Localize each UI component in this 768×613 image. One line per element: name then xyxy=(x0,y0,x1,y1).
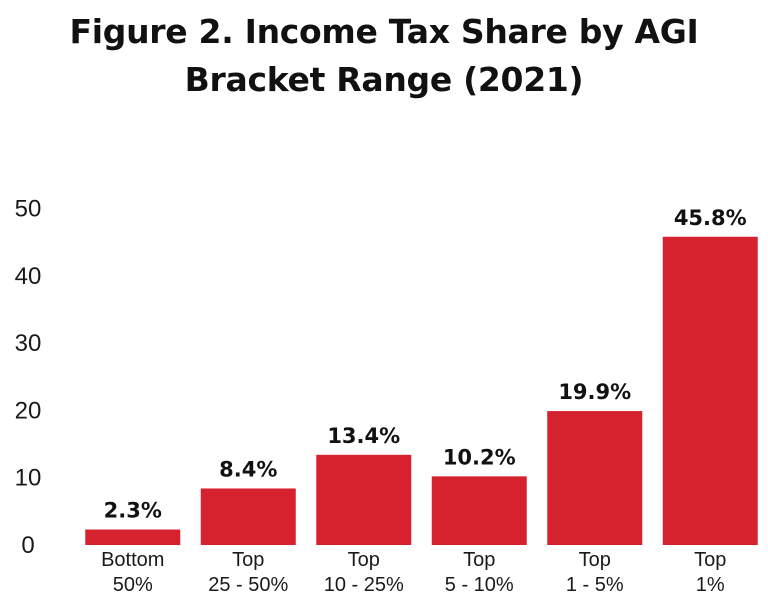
x-tick-label: Top xyxy=(348,549,380,571)
bar xyxy=(85,529,181,545)
x-tick-label: Bottom xyxy=(101,549,164,571)
y-axis: 0 10 20 30 40 50 xyxy=(15,196,42,560)
x-tick-label: Top xyxy=(232,549,264,571)
x-tick-label: 5 - 10% xyxy=(445,574,514,596)
bar xyxy=(662,236,758,546)
chart-title: Figure 2. Income Tax Share by AGI Bracke… xyxy=(0,8,768,104)
bar xyxy=(431,476,527,545)
bar-data-label: 13.4% xyxy=(327,424,400,448)
x-tick-label: Top xyxy=(579,549,611,571)
x-tick-label: 1% xyxy=(696,574,725,596)
bars-group xyxy=(85,236,758,546)
bar xyxy=(200,488,296,545)
bar-data-label: 8.4% xyxy=(219,457,277,481)
bar xyxy=(547,411,643,545)
y-tick-label: 40 xyxy=(15,263,42,290)
x-tick-label: 10 - 25% xyxy=(324,574,404,596)
x-axis: Bottom 50% Top 25 - 50% Top 10 - 25% Top 5 - 10… xyxy=(101,549,726,596)
y-tick-label: 50 xyxy=(15,196,42,223)
bar-data-label: 10.2% xyxy=(443,445,516,469)
x-tick-label: 25 - 50% xyxy=(208,574,288,596)
bar xyxy=(316,454,412,545)
x-tick-label: 50% xyxy=(113,574,153,596)
bar-data-label: 2.3% xyxy=(104,499,162,523)
bar-data-label: 19.9% xyxy=(558,380,631,404)
y-tick-label: 0 xyxy=(21,532,34,559)
data-labels-group: 2.3% 8.4% 13.4% 10.2% 19.9% 45.8% xyxy=(104,206,747,523)
y-tick-label: 30 xyxy=(15,330,42,357)
chart-title-line-1: Figure 2. Income Tax Share by AGI xyxy=(69,12,699,51)
x-tick-label: Top xyxy=(694,549,726,571)
chart-title-line-2: Bracket Range (2021) xyxy=(184,60,584,99)
bar-data-label: 45.8% xyxy=(674,206,747,230)
x-tick-label: Top xyxy=(463,549,495,571)
x-tick-label: 1 - 5% xyxy=(566,574,624,596)
y-tick-label: 20 xyxy=(15,397,42,424)
y-tick-label: 10 xyxy=(15,465,42,492)
